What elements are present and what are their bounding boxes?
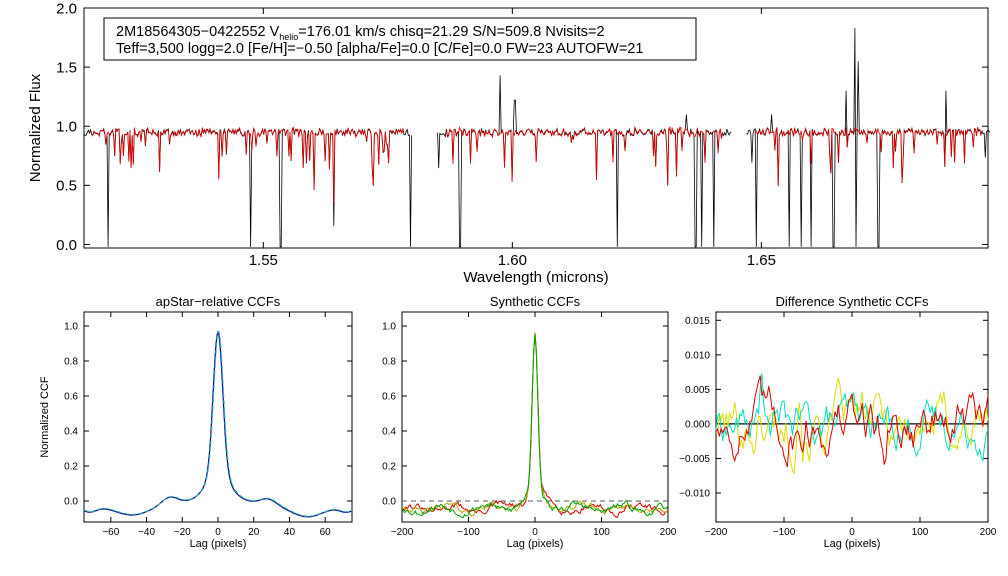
- x-tick-label: 0: [849, 527, 855, 538]
- apstar-ccf-panel: −60 −40 −20 0 20 40 60 0.0 0.2 0.4 0.6 0.8 1.0 apStar…: [39, 294, 353, 550]
- panel-title: apStar−relative CCFs: [156, 294, 281, 309]
- x-axis-label: Lag (pixels): [190, 538, 247, 550]
- x-tick-label: 0: [532, 527, 538, 538]
- y-tick-label: 1.0: [56, 119, 77, 136]
- difference-ccf-line: [715, 377, 989, 475]
- x-tick-label: −100: [457, 527, 480, 538]
- x-tick-label: 100: [593, 527, 610, 538]
- y-tick-label: 0.5: [56, 178, 77, 195]
- apstar-ccf-line: [83, 331, 353, 517]
- x-tick-label: −40: [138, 527, 155, 538]
- y-tick-label: 0.0: [382, 497, 396, 508]
- y-tick-label: 0.000: [685, 420, 710, 431]
- y-tick-label: −0.005: [679, 454, 710, 465]
- synthetic-ccf-panel: −200 −100 0 100 200 0.0 0.2 0.4 0.6 0.8 1.0 Synthet…: [382, 294, 677, 550]
- x-axis-label: Wavelength (microns): [463, 269, 608, 286]
- difference-ccf-panel: −200 −100 0 100 200 −0.010 −0.005 0.000 0.005 0.0…: [679, 294, 997, 550]
- panel-title: Synthetic CCFs: [490, 294, 581, 309]
- model-spectrum-line: [446, 125, 723, 185]
- panel-title: Difference Synthetic CCFs: [776, 294, 929, 309]
- x-tick-label: −100: [773, 527, 796, 538]
- annotation-box: [103, 17, 697, 61]
- x-tick-label: 1.60: [498, 252, 527, 269]
- x-tick-label: 20: [248, 527, 260, 538]
- x-axis-label: Lag (pixels): [824, 538, 881, 550]
- y-tick-label: 0.0: [64, 497, 78, 508]
- y-tick-label: 2.0: [56, 0, 77, 17]
- model-spectrum-line: [92, 126, 405, 204]
- y-tick-label: 0.015: [685, 316, 710, 327]
- x-tick-label: −60: [102, 527, 119, 538]
- x-tick-label: −20: [174, 527, 191, 538]
- x-tick-label: 200: [660, 527, 677, 538]
- y-tick-label: 1.0: [64, 322, 78, 333]
- y-tick-label: −0.010: [679, 489, 710, 500]
- x-tick-label: 60: [320, 527, 332, 538]
- y-tick-label: 1.5: [56, 60, 77, 77]
- y-tick-label: 0.2: [382, 462, 396, 473]
- synthetic-ccf-line: [401, 332, 669, 517]
- spectrum-panel: 1.55 1.60 1.65 0.0 0.5 1.0 1.5 2.0 Wavelength (m…: [27, 0, 991, 286]
- x-tick-label: 0: [215, 527, 221, 538]
- y-tick-label: 0.8: [64, 357, 78, 368]
- x-tick-label: 100: [912, 527, 929, 538]
- y-axis-label: Normalized Flux: [27, 73, 44, 182]
- y-tick-label: 0.4: [382, 427, 396, 438]
- y-tick-label: 0.2: [64, 462, 78, 473]
- y-tick-label: 0.010: [685, 350, 710, 361]
- x-tick-label: 200: [980, 527, 997, 538]
- synthetic-ccf-line: [401, 333, 669, 519]
- y-tick-label: 1.0: [382, 322, 396, 333]
- y-tick-label: 0.4: [64, 427, 78, 438]
- model-spectrum-line: [754, 126, 983, 186]
- x-tick-label: −200: [705, 527, 728, 538]
- annotation-line-1: 2M18564305−0422552 Vhelio=176.01 km/s ch…: [116, 24, 605, 42]
- x-axis-label: Lag (pixels): [507, 538, 564, 550]
- y-tick-label: 0.8: [382, 357, 396, 368]
- x-tick-label: −200: [391, 527, 414, 538]
- difference-ccf-line: [715, 375, 989, 468]
- x-tick-label: 1.65: [747, 252, 776, 269]
- y-tick-label: 0.005: [685, 385, 710, 396]
- x-tick-label: 1.55: [249, 252, 278, 269]
- annotation-line-2: Teff=3,500 logg=2.0 [Fe/H]=−0.50 [alpha/…: [116, 41, 643, 57]
- plot-frame: [83, 7, 989, 249]
- y-axis-label: Normalized CCF: [39, 376, 51, 458]
- x-tick-label: 40: [284, 527, 296, 538]
- y-tick-label: 0.6: [382, 392, 396, 403]
- y-tick-label: 0.6: [64, 392, 78, 403]
- y-tick-label: 0.0: [56, 237, 77, 254]
